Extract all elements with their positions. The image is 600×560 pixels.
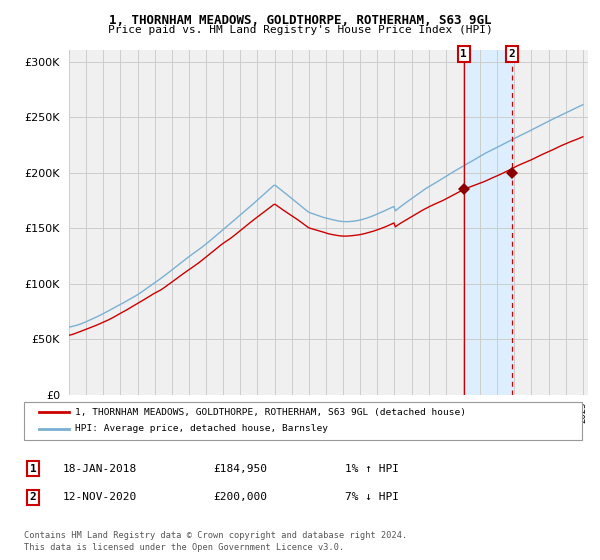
Text: 1, THORNHAM MEADOWS, GOLDTHORPE, ROTHERHAM, S63 9GL (detached house): 1, THORNHAM MEADOWS, GOLDTHORPE, ROTHERH… (75, 408, 466, 417)
Text: 7% ↓ HPI: 7% ↓ HPI (345, 492, 399, 502)
Text: 18-JAN-2018: 18-JAN-2018 (63, 464, 137, 474)
Text: Price paid vs. HM Land Registry's House Price Index (HPI): Price paid vs. HM Land Registry's House … (107, 25, 493, 35)
Text: 2: 2 (29, 492, 37, 502)
Text: Contains HM Land Registry data © Crown copyright and database right 2024.: Contains HM Land Registry data © Crown c… (24, 531, 407, 540)
Text: 1: 1 (460, 49, 467, 59)
Text: 12-NOV-2020: 12-NOV-2020 (63, 492, 137, 502)
Bar (464, 50, 512, 395)
Text: 1, THORNHAM MEADOWS, GOLDTHORPE, ROTHERHAM, S63 9GL: 1, THORNHAM MEADOWS, GOLDTHORPE, ROTHERH… (109, 14, 491, 27)
Text: £200,000: £200,000 (213, 492, 267, 502)
Text: This data is licensed under the Open Government Licence v3.0.: This data is licensed under the Open Gov… (24, 543, 344, 552)
Text: HPI: Average price, detached house, Barnsley: HPI: Average price, detached house, Barn… (75, 424, 328, 433)
Text: £184,950: £184,950 (213, 464, 267, 474)
Text: 1% ↑ HPI: 1% ↑ HPI (345, 464, 399, 474)
Text: 2: 2 (509, 49, 515, 59)
Text: 1: 1 (29, 464, 37, 474)
